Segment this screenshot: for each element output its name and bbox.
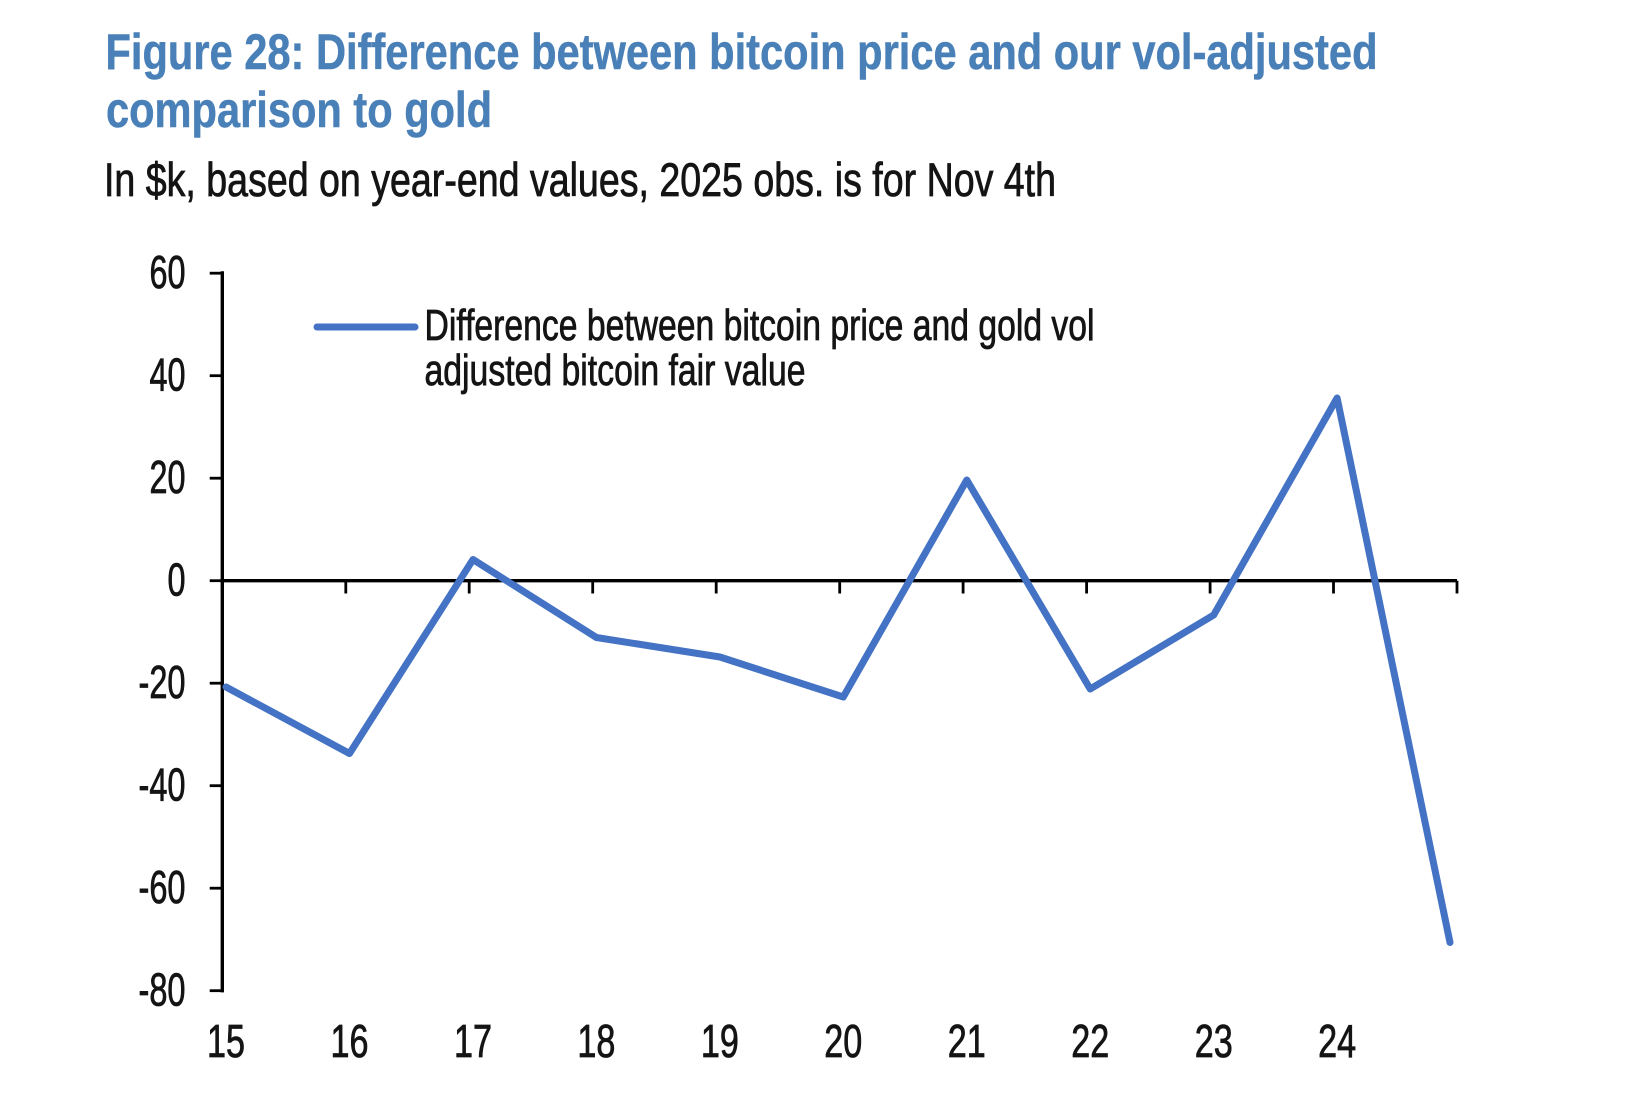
- svg-text:15: 15: [207, 1015, 245, 1067]
- svg-text:-80: -80: [139, 964, 186, 1016]
- svg-text:20: 20: [824, 1015, 862, 1067]
- svg-text:-60: -60: [139, 861, 186, 913]
- svg-text:60: 60: [150, 246, 186, 298]
- svg-text:40: 40: [150, 349, 186, 401]
- svg-text:-40: -40: [139, 759, 186, 811]
- svg-text:18: 18: [577, 1015, 615, 1067]
- svg-text:21: 21: [948, 1015, 986, 1067]
- svg-text:Figure 28: Difference between: Figure 28: Difference between bitcoin pr…: [106, 24, 1378, 80]
- svg-text:0: 0: [168, 554, 186, 606]
- svg-text:-20: -20: [139, 656, 186, 708]
- svg-text:In $k, based on year-end value: In $k, based on year-end values, 2025 ob…: [104, 154, 1056, 207]
- svg-text:17: 17: [454, 1015, 492, 1067]
- svg-text:20: 20: [150, 451, 186, 503]
- svg-text:adjusted bitcoin fair value: adjusted bitcoin fair value: [425, 346, 806, 395]
- svg-text:19: 19: [701, 1015, 739, 1067]
- svg-text:Difference between bitcoin pri: Difference between bitcoin price and gol…: [425, 301, 1095, 350]
- svg-text:24: 24: [1318, 1015, 1356, 1067]
- svg-text:16: 16: [331, 1015, 369, 1067]
- svg-text:22: 22: [1071, 1015, 1109, 1067]
- svg-text:23: 23: [1195, 1015, 1233, 1067]
- svg-text:comparison to gold: comparison to gold: [106, 82, 492, 138]
